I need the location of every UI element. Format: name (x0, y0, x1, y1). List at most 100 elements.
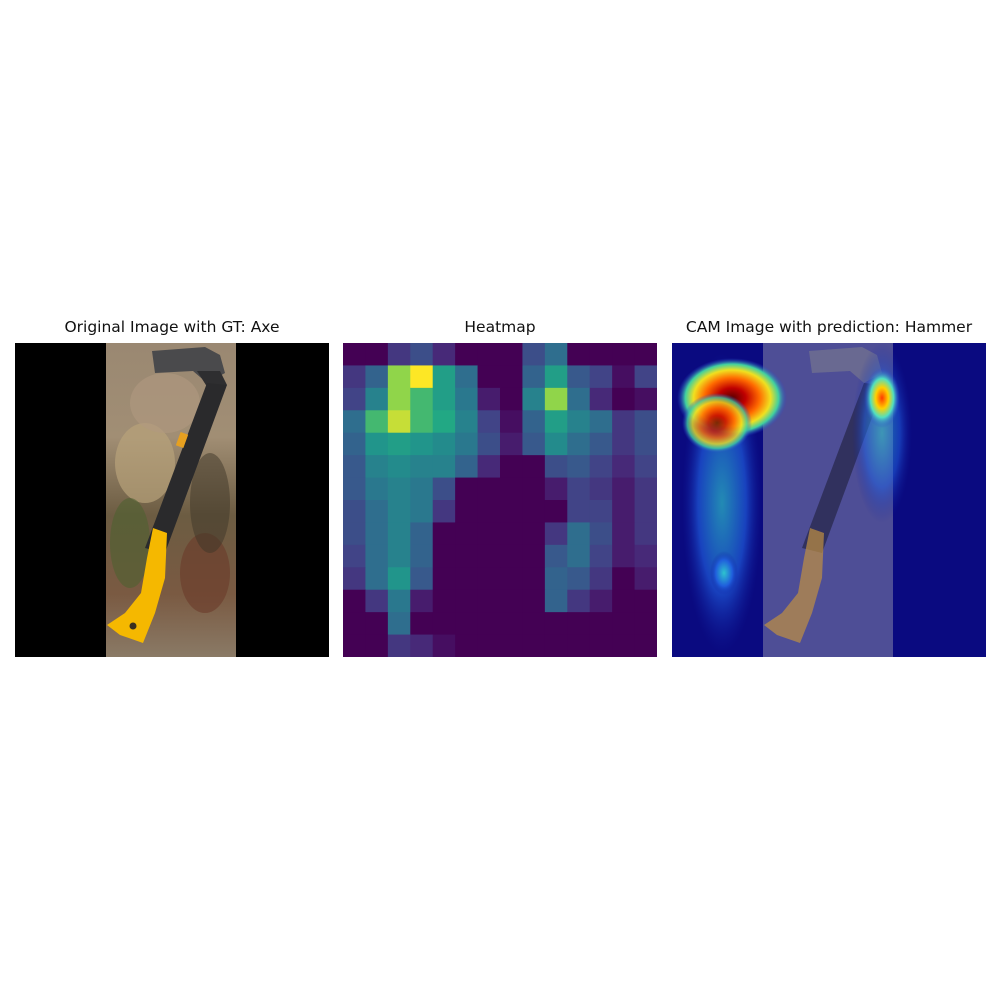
heatmap-cell (567, 545, 590, 568)
heatmap-cell (545, 365, 568, 388)
heatmap-cell (545, 388, 568, 411)
heatmap-cell (343, 365, 366, 388)
heatmap-cell (522, 590, 545, 613)
heatmap-cell (433, 635, 456, 657)
heatmap-cell (635, 410, 657, 433)
heatmap-cell (522, 567, 545, 590)
heatmap-cell (478, 343, 501, 366)
heatmap-cell (522, 455, 545, 478)
heatmap-cell (612, 500, 635, 523)
heatmap-cell (388, 590, 411, 613)
heatmap-cell (635, 635, 657, 657)
heatmap-cell (343, 388, 366, 411)
heatmap-cell (433, 410, 456, 433)
heatmap-cell (590, 590, 613, 613)
heatmap-cell (612, 522, 635, 545)
heatmap-cell (612, 590, 635, 613)
heatmap-cell (635, 567, 657, 590)
heatmap-cell (455, 388, 478, 411)
heatmap-cell (545, 410, 568, 433)
heatmap-cell (410, 410, 433, 433)
heatmap-cell (388, 365, 411, 388)
heatmap-cell (635, 478, 657, 501)
heatmap-cell (590, 478, 613, 501)
heatmap-cell (343, 478, 366, 501)
heatmap-cell (478, 612, 501, 635)
heatmap-cell (567, 567, 590, 590)
heatmap-cell (365, 590, 388, 613)
heatmap-cell (365, 410, 388, 433)
heatmap-cell (635, 343, 657, 366)
heatmap-cell (433, 590, 456, 613)
heatmap-cell (388, 612, 411, 635)
heatmap-cell (545, 567, 568, 590)
heatmap-cell (500, 545, 523, 568)
heatmap-cell (522, 522, 545, 545)
heatmap-cell (522, 388, 545, 411)
heatmap-cell (522, 410, 545, 433)
heatmap-cell (410, 433, 433, 456)
heatmap-cell (567, 410, 590, 433)
heatmap-cell (410, 343, 433, 366)
heatmap-cell (500, 343, 523, 366)
heatmap-cell (522, 478, 545, 501)
heatmap-cell (343, 343, 366, 366)
heatmap-cell (388, 410, 411, 433)
heatmap-cell (500, 635, 523, 657)
heatmap-cell (545, 545, 568, 568)
heatmap-cell (365, 522, 388, 545)
heatmap-cell (410, 612, 433, 635)
heatmap-cell (455, 365, 478, 388)
original-image (15, 343, 329, 657)
heatmap-cell (545, 500, 568, 523)
heatmap-cell (500, 388, 523, 411)
heatmap-cell (433, 455, 456, 478)
heatmap-cell (612, 343, 635, 366)
heatmap-cell (567, 522, 590, 545)
heatmap-cell (590, 567, 613, 590)
heatmap-cell (478, 635, 501, 657)
heatmap-cell (590, 545, 613, 568)
heatmap-cell (343, 612, 366, 635)
heatmap-cell (455, 433, 478, 456)
heatmap-cell (410, 590, 433, 613)
heatmap-cell (388, 567, 411, 590)
heatmap-cell (567, 612, 590, 635)
heatmap-cell (500, 500, 523, 523)
heatmap-cell (455, 522, 478, 545)
heatmap-cell (455, 545, 478, 568)
heatmap-cell (522, 343, 545, 366)
heatmap-cell (410, 500, 433, 523)
heatmap-cell (567, 478, 590, 501)
heatmap-cell (478, 388, 501, 411)
heatmap-title: Heatmap (340, 318, 660, 336)
heatmap-cell (455, 478, 478, 501)
heatmap-cell (635, 522, 657, 545)
heatmap-cell (545, 590, 568, 613)
heatmap-cell (567, 635, 590, 657)
heatmap-cell (500, 410, 523, 433)
heatmap-cell (545, 478, 568, 501)
heatmap-cell (343, 522, 366, 545)
heatmap-cell (590, 365, 613, 388)
heatmap-cell (612, 410, 635, 433)
heatmap-cell (388, 500, 411, 523)
heatmap-cell (500, 433, 523, 456)
heatmap-cell (567, 388, 590, 411)
axe-photo-icon (15, 343, 329, 657)
heatmap-cell (388, 388, 411, 411)
heatmap-cell (567, 365, 590, 388)
heatmap-cell (343, 567, 366, 590)
heatmap-cell (590, 500, 613, 523)
heatmap-cell (522, 612, 545, 635)
heatmap-cell (365, 567, 388, 590)
heatmap-cell (343, 635, 366, 657)
heatmap-cell (635, 545, 657, 568)
heatmap-cell (522, 433, 545, 456)
heatmap-cell (365, 343, 388, 366)
heatmap-cell (612, 612, 635, 635)
heatmap-cell (365, 545, 388, 568)
heatmap-cell (410, 478, 433, 501)
heatmap-cell (478, 478, 501, 501)
heatmap-cell (522, 365, 545, 388)
